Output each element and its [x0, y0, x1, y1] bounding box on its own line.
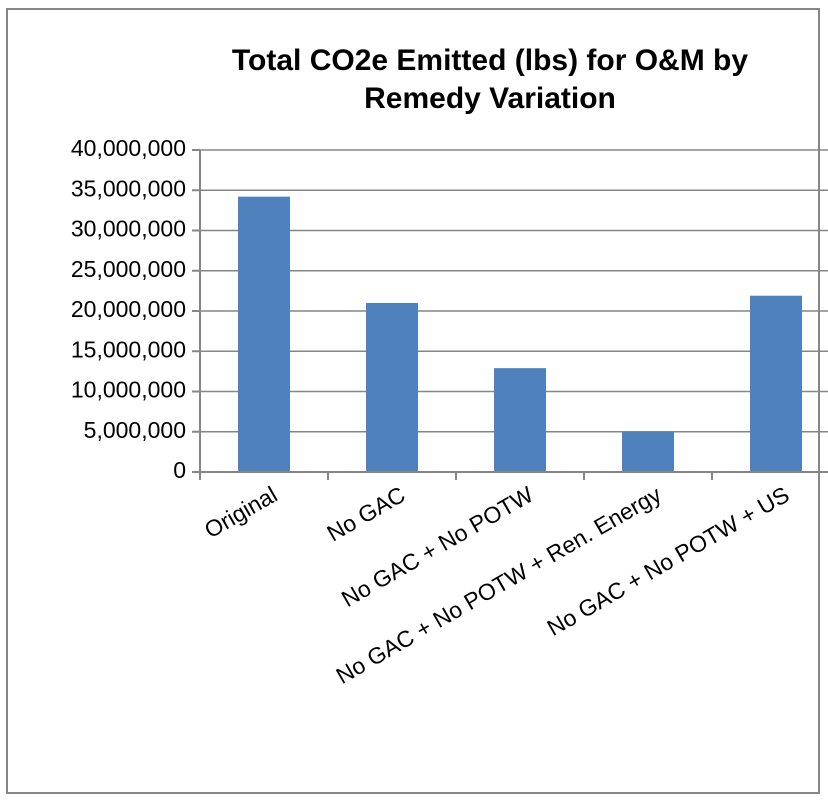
bar [494, 368, 546, 472]
y-tick-label: 10,000,000 [71, 377, 186, 403]
bar [750, 295, 802, 472]
x-tick-label: No GAC + No POTW + US [543, 481, 794, 641]
x-tick-label: No GAC [322, 481, 409, 546]
y-tick-label: 15,000,000 [71, 336, 186, 362]
bar [238, 196, 290, 472]
y-tick-label: 35,000,000 [71, 175, 186, 201]
chart-title: Total CO2e Emitted (lbs) for O&M by Reme… [231, 44, 749, 115]
y-tick-label: 20,000,000 [71, 296, 186, 322]
chart-frame [6, 8, 820, 794]
y-tick-label: 30,000,000 [71, 216, 186, 242]
y-tick-label: 0 [173, 457, 186, 483]
y-tick-label: 40,000,000 [71, 135, 186, 161]
bar [366, 302, 418, 472]
bar [622, 431, 674, 472]
y-tick-label: 5,000,000 [84, 417, 186, 443]
x-tick-label: Original [200, 481, 282, 543]
y-tick-label: 25,000,000 [71, 256, 186, 282]
